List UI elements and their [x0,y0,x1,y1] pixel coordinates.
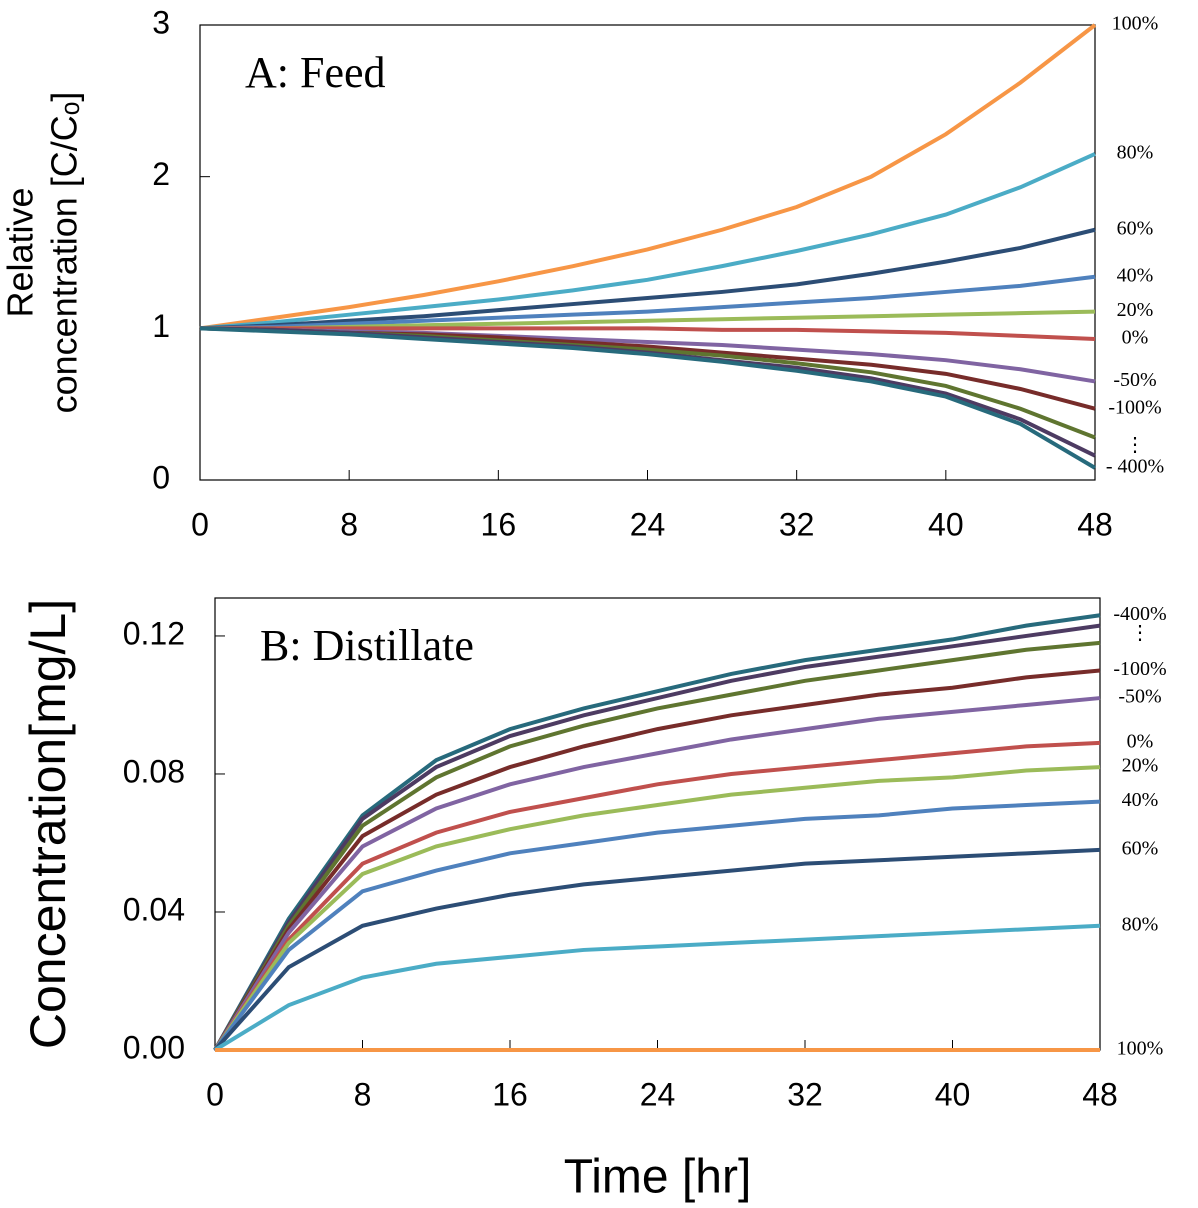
series-line [199,274,1096,331]
series-line [199,326,1097,470]
series-label: -100% [1113,658,1166,680]
series-line [213,799,1101,1052]
y-tick-label: 0.04 [123,891,185,927]
series-label: 40% [1117,264,1154,286]
panel-title: A: Feed [245,48,386,97]
y-tick-label: 0.00 [123,1029,185,1065]
y-axis-label: Relative [0,187,41,317]
series-label: 0% [1127,731,1154,753]
series-label: 0% [1122,327,1149,349]
series-line [213,623,1101,1052]
x-tick-label: 0 [206,1076,224,1112]
x-tick-label: 40 [935,1076,971,1112]
series-label: 100% [1117,1038,1164,1060]
series-line [199,227,1096,331]
x-tick-label: 0 [191,506,209,542]
series-line [213,847,1101,1052]
series-label: 40% [1122,789,1159,811]
x-tick-label: 8 [354,1076,372,1112]
y-tick-label: 0.12 [123,615,185,651]
x-tick-label: 32 [787,1076,823,1112]
y-tick-label: 2 [152,156,170,192]
series-line [200,326,1096,341]
x-tick-label: 24 [640,1076,676,1112]
y-tick-label: 0.08 [123,753,185,789]
y-tick-label: 0 [152,459,170,495]
x-tick-label: 8 [340,506,358,542]
x-tick-label: 24 [630,506,666,542]
series-label: -400% [1113,603,1166,625]
series-label: 100% [1112,13,1159,35]
series-label: -50% [1118,686,1161,708]
series-label: 20% [1122,755,1159,777]
panel-title: B: Distillate [260,621,474,670]
series-line [199,152,1096,331]
series-label: 80% [1122,913,1159,935]
series-line [213,696,1101,1052]
series-label: 20% [1117,299,1154,321]
x-tick-label: 16 [492,1076,528,1112]
series-line [199,23,1097,331]
series-label: -100% [1108,396,1161,418]
y-axis-label: Concentration[mg/L] [20,599,76,1049]
x-tick-label: 48 [1082,1076,1118,1112]
series-line [213,765,1101,1052]
ellipsis-label: ⋮ [1130,622,1150,644]
y-tick-label: 1 [152,308,170,344]
x-tick-label: 48 [1077,506,1113,542]
y-axis-label: concentration [C/Cₒ] [44,92,85,414]
series-line [213,923,1101,1052]
x-tick-label: 40 [928,506,964,542]
series-label: 60% [1117,217,1154,239]
x-tick-label: 32 [779,506,815,542]
series-label: - 400% [1106,455,1164,477]
x-tick-label: 16 [481,506,517,542]
series-line [213,668,1101,1052]
y-tick-label: 3 [152,4,170,40]
series-line [213,613,1101,1051]
ellipsis-label: ⋮ [1125,434,1145,456]
series-label: 80% [1117,142,1154,164]
series-label: 60% [1122,837,1159,859]
x-axis-label: Time [hr] [564,1151,752,1204]
series-line [213,740,1101,1052]
series-label: -50% [1113,369,1156,391]
series-line [213,640,1101,1052]
